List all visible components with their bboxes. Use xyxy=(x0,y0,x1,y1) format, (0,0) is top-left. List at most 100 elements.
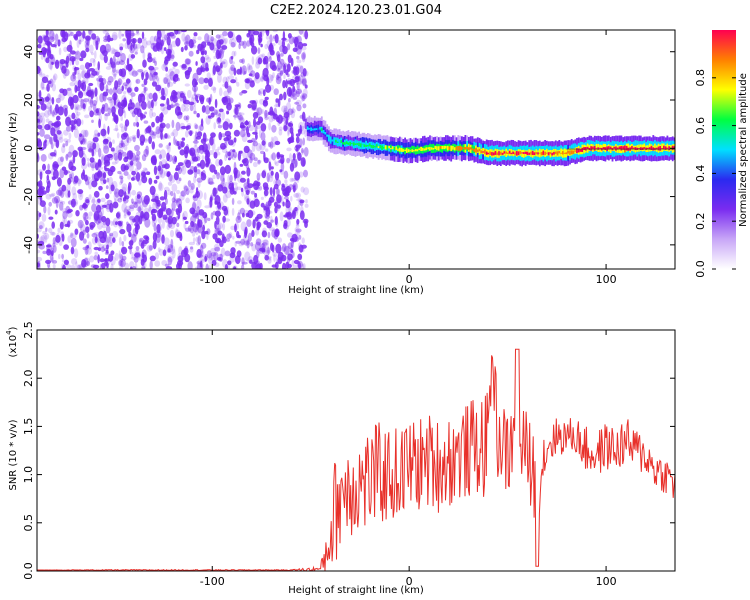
spectrogram-cell xyxy=(113,191,120,202)
spectrogram-cell xyxy=(62,264,66,269)
spectrogram-cell xyxy=(136,214,143,221)
spectrogram-cell xyxy=(270,74,274,82)
spectrogram-cell xyxy=(308,125,311,134)
spectrogram-cell xyxy=(111,112,116,117)
spectrogram-cell xyxy=(181,165,187,175)
spectrogram-cell xyxy=(57,131,63,141)
spectrogram-cell xyxy=(200,242,207,249)
spectrogram-cell xyxy=(239,163,244,167)
spectrogram-cell xyxy=(69,232,74,239)
spectrogram-cell xyxy=(510,149,513,156)
spectrogram-cell xyxy=(164,216,169,223)
spectrogram-cell xyxy=(51,175,57,180)
spectrogram-cell xyxy=(157,127,161,134)
spectrogram-cell xyxy=(219,166,226,176)
spectrogram-cell xyxy=(469,147,472,150)
spectrogram-cell xyxy=(137,206,142,213)
spectrogram-cell xyxy=(226,238,231,242)
spectrogram-cell xyxy=(524,151,527,154)
spectrogram-cell xyxy=(268,115,274,123)
spectrogram-cell xyxy=(153,222,157,232)
spectrogram-cell xyxy=(80,262,84,269)
spectrogram-cell xyxy=(194,137,198,147)
spectrogram-cell xyxy=(267,74,274,83)
spectrogram-cell xyxy=(297,41,304,50)
spectrogram-cell xyxy=(259,91,263,96)
spectrogram-cell xyxy=(222,259,228,268)
spectrogram-cell xyxy=(501,152,504,155)
spectrogram-cell xyxy=(217,222,223,230)
spectrogram-cell xyxy=(200,56,206,64)
spectrogram-cell xyxy=(220,181,224,189)
spectrogram-cell xyxy=(228,181,234,187)
spectrogram-cell xyxy=(134,86,139,93)
spectrogram-cell xyxy=(223,218,231,222)
spectrogram-cell xyxy=(283,107,288,116)
spectrogram-cell xyxy=(208,252,213,261)
spectrogram-cell xyxy=(197,163,202,167)
spectrogram-cell xyxy=(422,147,424,151)
spectrogram-cell xyxy=(119,172,123,179)
spectrogram-cell xyxy=(269,34,273,44)
spectrogram-cell xyxy=(87,216,92,220)
spectrogram-cell xyxy=(161,201,167,212)
spectrogram-cell xyxy=(227,84,232,95)
spectrogram-cell xyxy=(519,151,522,155)
spectrogram-cell xyxy=(119,46,123,51)
spectrogram-cell xyxy=(254,76,258,81)
spectrogram-cell xyxy=(288,35,295,45)
spectrogram-cell xyxy=(93,190,100,198)
spectrogram-cell xyxy=(264,116,269,120)
spectrogram-cell xyxy=(48,36,55,43)
spectrogram-cell xyxy=(167,82,170,88)
spectrogram-cell xyxy=(265,30,269,34)
spectrogram-cell xyxy=(277,40,283,46)
spectrogram-cell xyxy=(51,192,56,197)
spectrogram-cell xyxy=(106,97,113,101)
spectrogram-cell xyxy=(76,111,81,116)
spectrogram-cell xyxy=(190,39,197,44)
spectrogram-cell xyxy=(150,99,154,109)
spectrogram-cell xyxy=(297,152,302,162)
spectrogram-cell xyxy=(233,129,240,137)
spectrogram-cell xyxy=(41,76,49,84)
spectrogram-cell xyxy=(211,255,215,262)
spectrogram-cell xyxy=(49,62,53,71)
spectrogram-cell xyxy=(109,202,114,213)
spectrogram-cell xyxy=(37,196,42,206)
spectrogram-cell xyxy=(167,248,171,253)
spectrogram-cell xyxy=(379,145,382,149)
spectrogram-cell xyxy=(155,175,160,180)
y-tick-label: 0.5 xyxy=(22,514,35,532)
spectrogram-cell xyxy=(220,247,226,257)
spectrogram-cell xyxy=(148,245,153,251)
spectrogram-cell xyxy=(374,145,376,148)
spectrogram-cell xyxy=(365,140,368,149)
spectrogram-cell xyxy=(141,39,148,49)
spectrogram-cell xyxy=(37,262,40,268)
spectrogram-cell xyxy=(206,160,210,168)
spectrogram-cell xyxy=(67,138,71,143)
spectrogram-cell xyxy=(109,57,113,65)
spectrogram-cell xyxy=(71,125,76,130)
spectrogram-cell xyxy=(234,76,238,84)
spectrogram-cell xyxy=(250,242,254,247)
spectrogram-cell xyxy=(65,125,72,132)
spectrogram-cell xyxy=(151,73,155,82)
spectrogram-cell xyxy=(173,192,176,202)
spectrogram-cell xyxy=(213,187,219,194)
spectrogram-cell xyxy=(219,64,223,69)
spectrogram-cell xyxy=(87,175,90,186)
spectrogram-cell xyxy=(86,260,90,267)
spectrogram-cell xyxy=(151,141,155,150)
spectrogram-cell xyxy=(204,54,210,60)
spectrogram-cell xyxy=(172,91,178,96)
spectrogram-cell xyxy=(42,43,46,47)
spectrogram-cell xyxy=(214,200,218,205)
spectrogram-cell xyxy=(264,43,269,50)
spectrogram-cell xyxy=(123,97,127,106)
spectrogram-cell xyxy=(230,225,236,231)
spectrogram-cell xyxy=(340,140,343,143)
spectrogram-cell xyxy=(243,145,250,154)
spectrogram-cell xyxy=(137,194,141,200)
